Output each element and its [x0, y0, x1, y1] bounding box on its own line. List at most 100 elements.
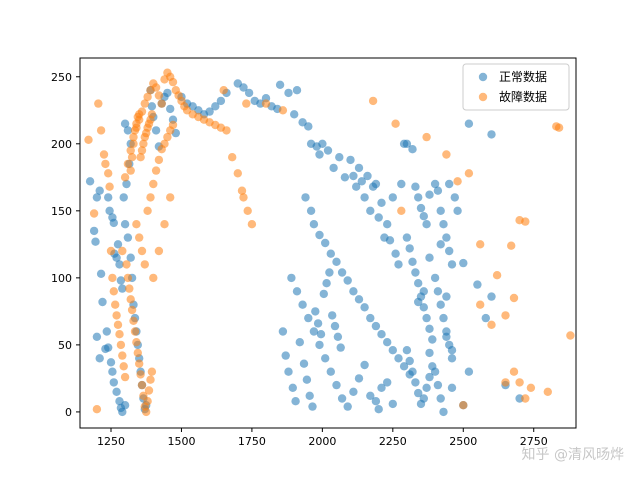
- data-point: [371, 179, 381, 189]
- legend-marker: [478, 92, 488, 102]
- data-point: [453, 177, 462, 186]
- data-point: [151, 166, 161, 175]
- data-point: [354, 295, 364, 304]
- data-point: [328, 311, 337, 320]
- x-tick-label: 1750: [238, 435, 266, 448]
- legend-box: [462, 63, 570, 111]
- data-point: [332, 380, 341, 390]
- data-point: [397, 179, 406, 189]
- data-point: [346, 155, 355, 165]
- data-point: [371, 397, 381, 406]
- data-point: [526, 383, 536, 392]
- data-point: [119, 193, 128, 202]
- data-point: [292, 86, 302, 95]
- data-point: [136, 370, 145, 379]
- data-point: [507, 241, 516, 250]
- data-point: [118, 246, 127, 256]
- y-tick-label: 200: [51, 138, 72, 151]
- data-point: [414, 297, 423, 307]
- data-point: [311, 307, 320, 316]
- data-point: [442, 292, 451, 301]
- points-layer: [84, 68, 575, 417]
- data-point: [322, 279, 331, 288]
- data-point: [166, 104, 175, 114]
- data-point: [261, 99, 271, 108]
- data-point: [405, 356, 414, 366]
- data-point: [106, 358, 116, 367]
- data-point: [120, 372, 130, 382]
- data-point: [136, 153, 145, 162]
- data-point: [301, 193, 310, 202]
- data-point: [433, 287, 443, 296]
- data-point: [414, 388, 423, 398]
- data-point: [132, 338, 141, 347]
- data-point: [383, 338, 392, 347]
- data-point: [433, 186, 443, 195]
- data-point: [101, 159, 110, 169]
- data-point: [302, 375, 312, 384]
- data-point: [122, 179, 131, 189]
- data-point: [135, 233, 144, 242]
- data-point: [160, 220, 169, 229]
- data-point: [132, 119, 141, 128]
- data-point: [104, 193, 113, 202]
- data-point: [408, 145, 417, 154]
- data-point: [92, 405, 102, 414]
- data-point: [205, 107, 214, 116]
- data-point: [419, 394, 428, 403]
- data-point: [447, 346, 457, 355]
- data-point: [219, 86, 228, 95]
- data-point: [154, 246, 164, 256]
- data-point: [422, 383, 431, 392]
- data-point: [109, 287, 119, 296]
- data-point: [414, 279, 423, 288]
- data-point: [383, 220, 392, 229]
- data-point: [127, 305, 137, 315]
- data-point: [239, 193, 248, 202]
- data-point: [157, 99, 166, 108]
- data-point: [147, 367, 157, 376]
- data-point: [566, 331, 575, 340]
- data-point: [91, 237, 100, 246]
- data-point: [428, 335, 437, 344]
- data-point: [425, 348, 434, 358]
- x-tick-label: 2000: [308, 435, 336, 448]
- data-point: [430, 179, 440, 189]
- data-point: [149, 273, 158, 283]
- data-point: [366, 206, 375, 215]
- data-point: [521, 217, 530, 226]
- legend-label: 正常数据: [499, 69, 547, 84]
- data-point: [154, 91, 164, 100]
- y-tick-label: 100: [51, 272, 72, 285]
- data-point: [473, 280, 482, 289]
- data-point: [98, 297, 107, 307]
- data-point: [126, 166, 135, 175]
- data-point: [330, 321, 340, 331]
- data-point: [425, 372, 434, 382]
- data-point: [126, 253, 135, 262]
- data-point: [368, 96, 378, 106]
- data-point: [123, 233, 133, 242]
- data-point: [168, 77, 178, 87]
- data-point: [433, 380, 443, 390]
- data-point: [139, 139, 148, 148]
- data-point: [309, 220, 319, 229]
- data-point: [228, 153, 237, 162]
- data-point: [295, 338, 304, 347]
- data-point: [305, 391, 314, 400]
- data-point: [99, 150, 109, 159]
- data-point: [447, 260, 457, 269]
- data-point: [442, 332, 451, 341]
- x-tick-label: 2250: [379, 435, 407, 448]
- data-point: [106, 246, 116, 256]
- data-point: [287, 273, 296, 283]
- series-2: [84, 68, 575, 417]
- data-point: [108, 273, 117, 283]
- data-point: [89, 209, 99, 218]
- data-point: [414, 193, 423, 202]
- data-point: [105, 182, 114, 191]
- data-point: [127, 153, 137, 162]
- data-point: [521, 394, 530, 403]
- data-point: [163, 88, 172, 98]
- data-point: [366, 391, 375, 400]
